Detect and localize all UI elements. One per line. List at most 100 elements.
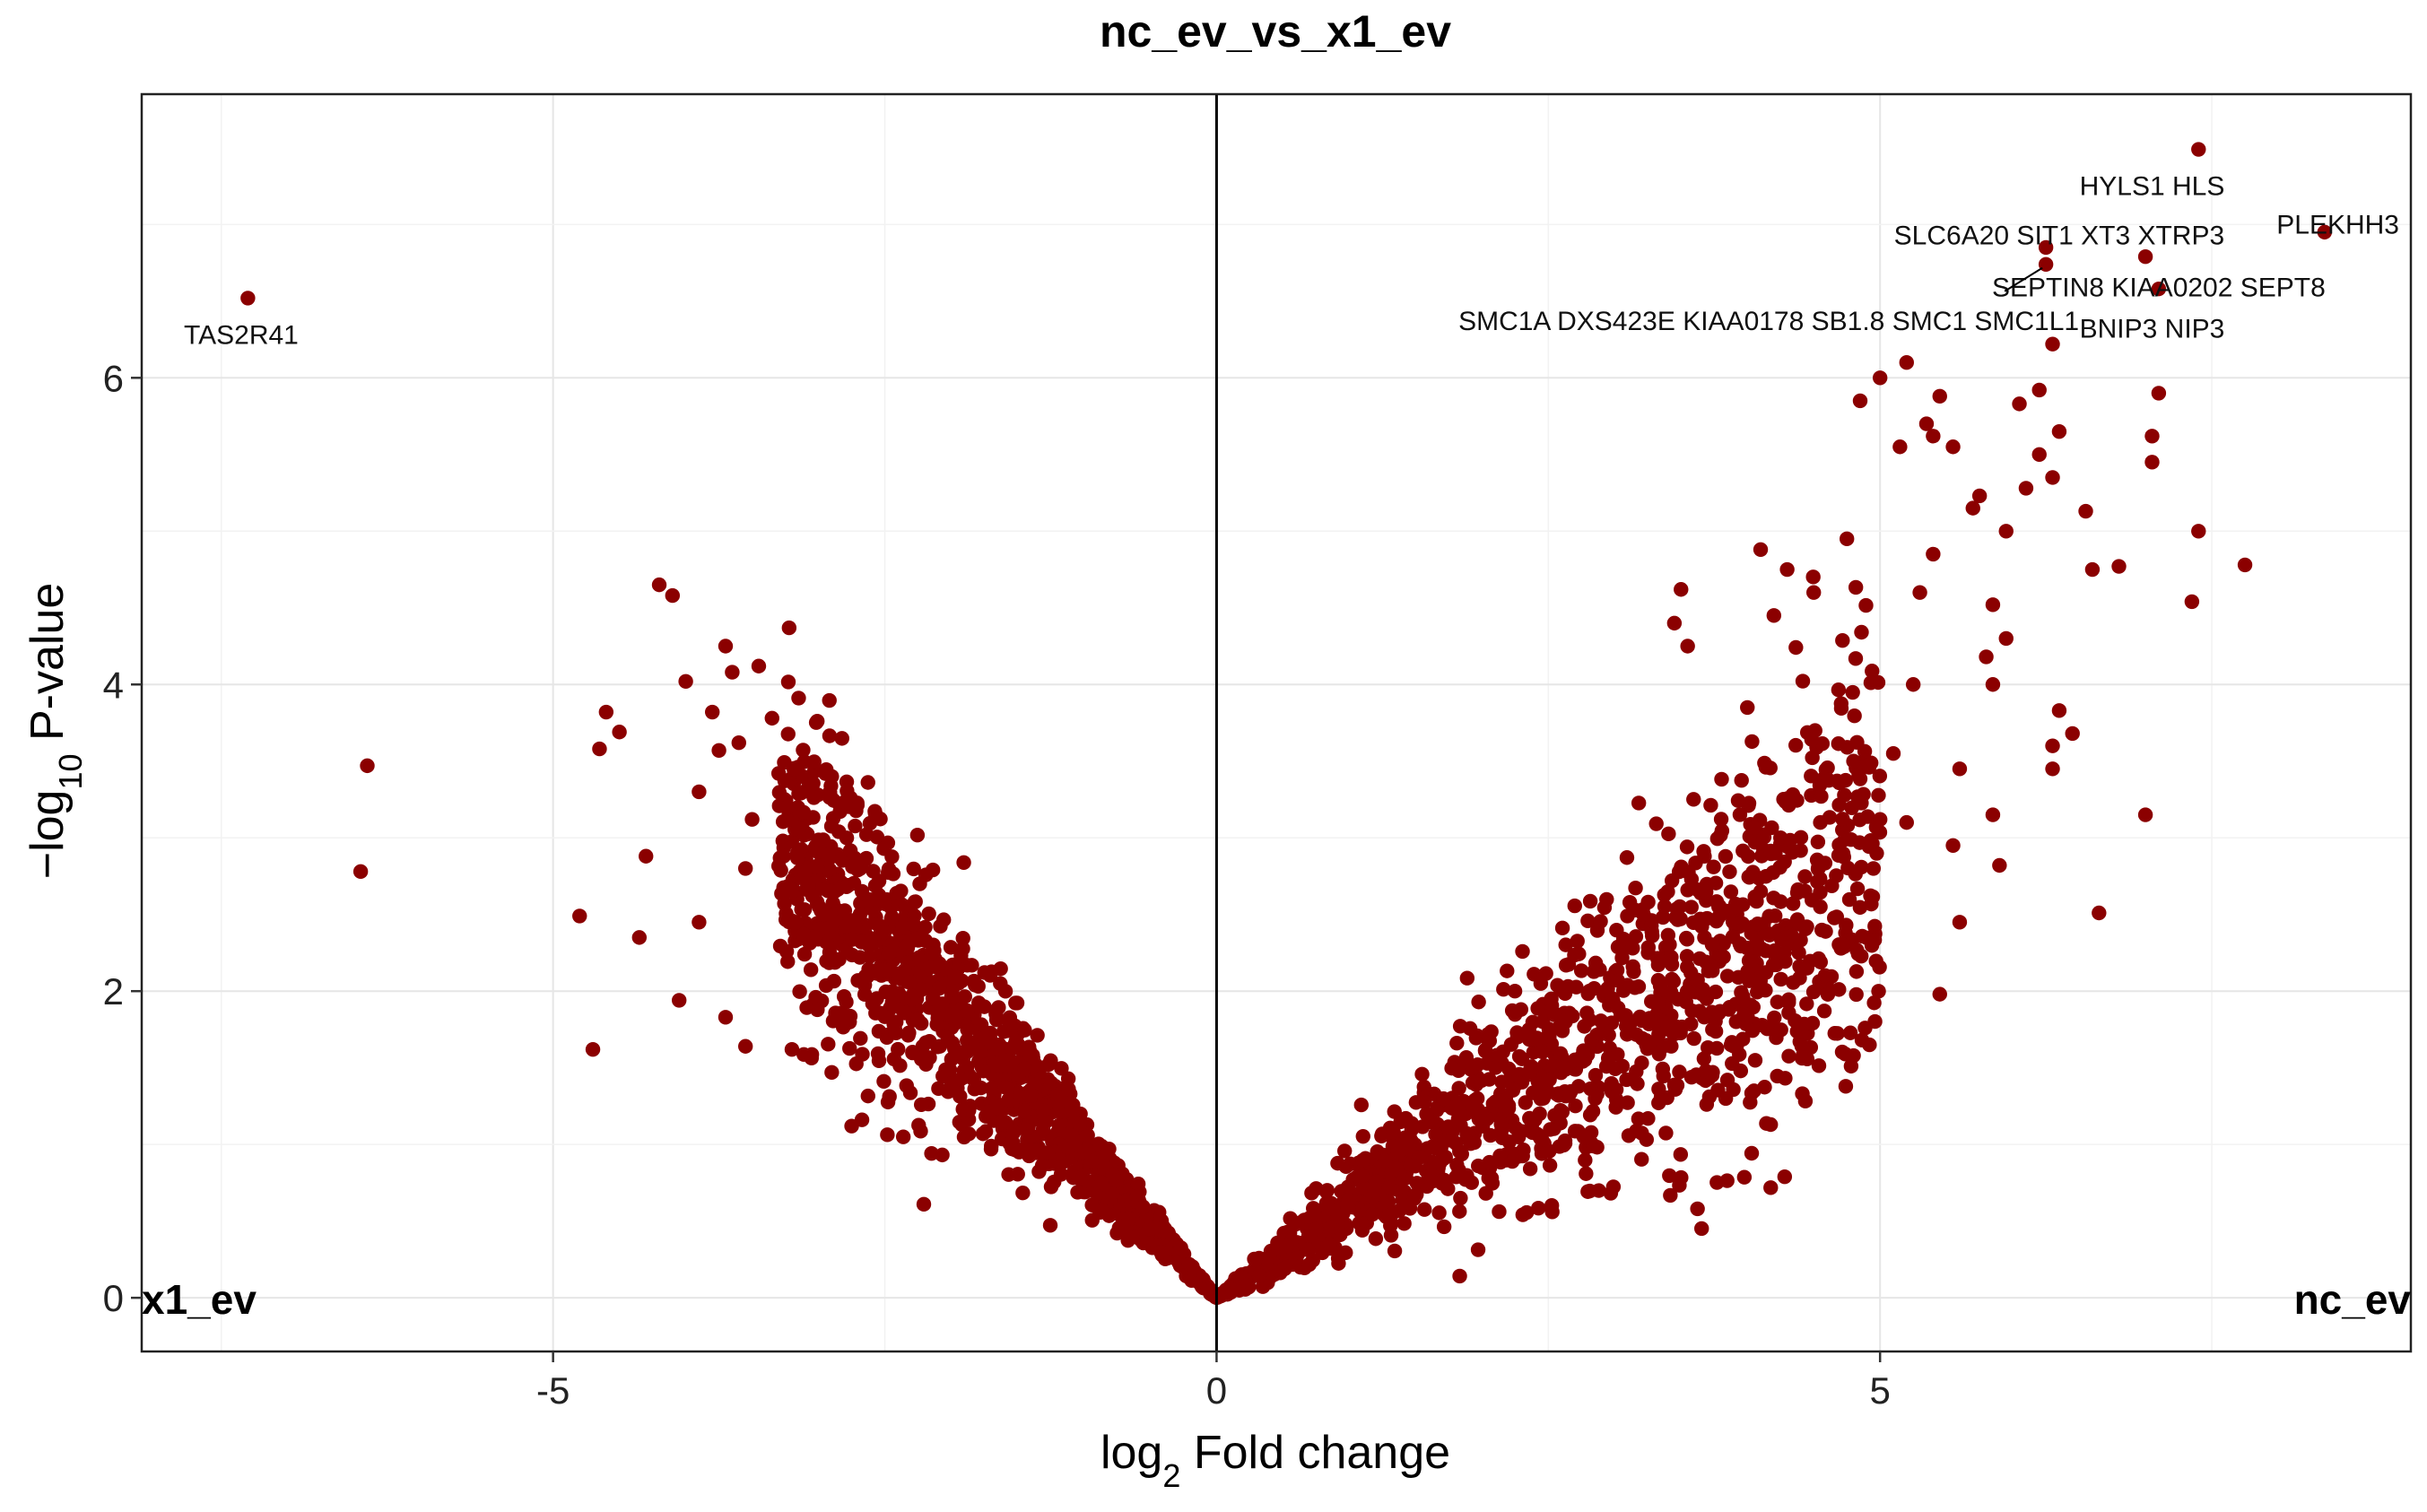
data-point	[1753, 941, 1769, 956]
data-point	[810, 787, 826, 803]
data-point	[1785, 845, 1800, 860]
data-point	[2045, 470, 2060, 485]
data-point	[791, 691, 806, 706]
data-point	[880, 1094, 896, 1110]
data-point	[1714, 771, 1729, 787]
data-point	[837, 1008, 853, 1023]
data-point	[1672, 1177, 1687, 1193]
data-point	[1708, 1023, 1724, 1039]
data-point	[1670, 912, 1685, 927]
data-point	[1651, 952, 1666, 967]
data-point	[1568, 1099, 1583, 1114]
data-point	[1579, 1005, 1595, 1021]
data-point	[891, 1041, 906, 1057]
data-point	[718, 639, 734, 654]
data-point	[993, 976, 1008, 991]
data-point	[953, 948, 969, 963]
data-point	[935, 1147, 950, 1163]
data-point	[1459, 970, 1475, 986]
data-point	[1846, 1047, 1861, 1064]
data-point	[810, 713, 825, 729]
gene-label: TAS2R41	[184, 320, 299, 350]
gene-label-leader-line	[2004, 266, 2043, 292]
data-point	[823, 819, 839, 834]
data-point	[957, 989, 972, 1004]
data-point	[1723, 884, 1739, 899]
y-axis-title: −log10 P-value	[22, 583, 89, 880]
data-point	[1526, 1032, 1542, 1047]
data-point	[1309, 1221, 1324, 1237]
data-point	[1043, 1075, 1059, 1091]
data-point	[1509, 1030, 1526, 1045]
data-point	[1619, 1072, 1634, 1088]
data-point	[1722, 864, 1737, 880]
data-point	[1449, 1157, 1465, 1173]
data-point	[1766, 608, 1782, 623]
data-point	[1756, 982, 1772, 997]
data-point	[871, 1053, 887, 1069]
data-point	[1657, 899, 1673, 914]
gene-label: HYLS1 HLS	[2080, 172, 2225, 202]
data-point	[1699, 1097, 1715, 1112]
data-point	[997, 1080, 1013, 1095]
data-point	[1340, 1199, 1356, 1215]
data-point	[1588, 1091, 1603, 1107]
data-point	[1498, 1098, 1513, 1114]
data-point	[806, 754, 822, 769]
data-point	[1835, 632, 1850, 648]
data-point	[820, 847, 836, 863]
data-point	[1060, 1071, 1076, 1087]
data-point	[1805, 984, 1822, 1000]
corner-label-right: nc_ev	[2294, 1276, 2412, 1323]
data-point	[1992, 857, 2007, 873]
data-point	[1043, 1179, 1059, 1195]
data-point	[2031, 382, 2047, 398]
data-point	[823, 883, 839, 899]
data-point	[1686, 1030, 1701, 1047]
data-point	[1659, 1090, 1675, 1106]
data-point	[913, 982, 929, 998]
data-point	[1846, 753, 1861, 769]
data-point	[1522, 1110, 1537, 1126]
data-point	[1705, 963, 1720, 978]
data-point	[1625, 959, 1640, 975]
data-point	[1553, 1046, 1569, 1061]
data-point	[1504, 1003, 1520, 1019]
data-point	[1434, 1176, 1449, 1191]
data-point	[1785, 896, 1801, 911]
data-point	[780, 954, 796, 969]
data-point	[1416, 1079, 1431, 1095]
data-point	[1827, 1026, 1842, 1041]
data-point	[1664, 1038, 1679, 1054]
data-point	[913, 1097, 929, 1112]
data-point	[1354, 1169, 1370, 1184]
data-point	[1862, 1037, 1877, 1053]
data-point	[1593, 914, 1608, 929]
data-point	[1279, 1238, 1294, 1254]
data-point	[1865, 664, 1880, 679]
data-point	[1985, 677, 2001, 692]
data-point	[744, 812, 760, 827]
data-point	[1831, 797, 1847, 812]
data-point	[1436, 1091, 1451, 1107]
data-point	[1051, 1117, 1066, 1134]
data-point	[1070, 1185, 1085, 1200]
data-point	[1788, 1013, 1803, 1029]
data-point	[1292, 1215, 1308, 1230]
data-point	[1762, 927, 1778, 943]
y-tick-label: 4	[103, 664, 124, 706]
data-point	[1779, 561, 1795, 578]
data-point	[1719, 1173, 1735, 1188]
data-point	[651, 577, 667, 593]
data-point	[1492, 1204, 1507, 1220]
data-point	[1932, 986, 1947, 1002]
data-point	[1374, 1126, 1390, 1142]
data-point	[1482, 1154, 1497, 1170]
data-point	[1744, 734, 1760, 750]
y-tick-label: 6	[103, 357, 124, 399]
data-point	[1849, 881, 1866, 897]
data-point-highlighted	[2137, 249, 2153, 265]
data-point	[808, 989, 823, 1005]
data-point	[822, 862, 838, 877]
